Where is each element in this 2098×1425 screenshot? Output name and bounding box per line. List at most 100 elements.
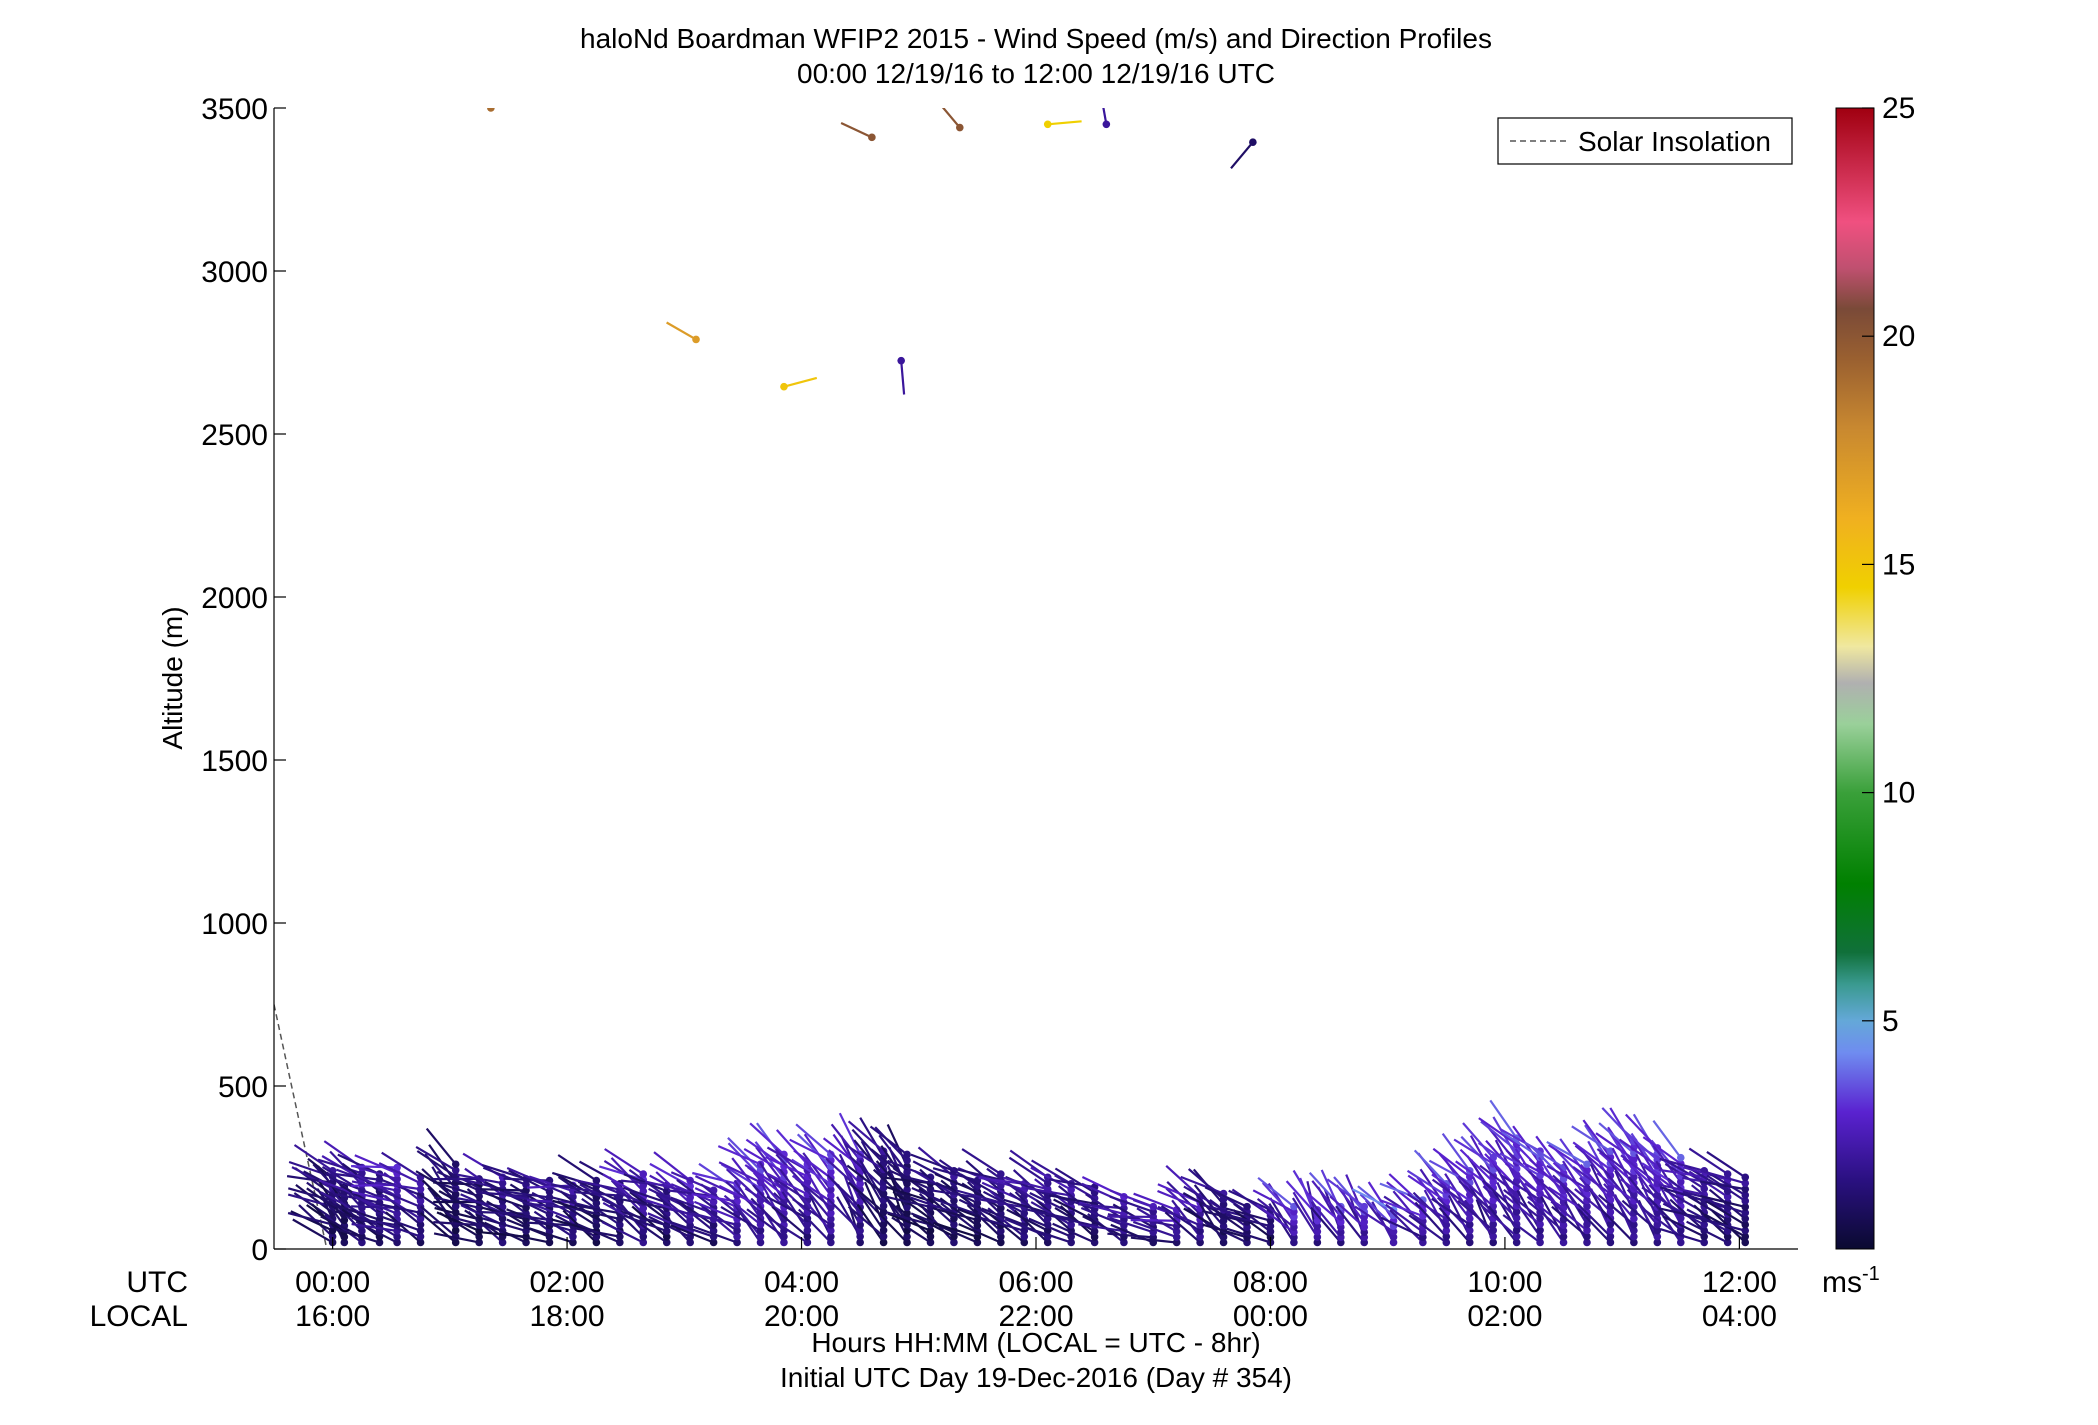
wind-barb-point xyxy=(1043,1179,1052,1188)
wind-barb-stick xyxy=(1706,1150,1746,1179)
wind-barb-stick xyxy=(752,1171,785,1208)
wind-barb-point xyxy=(1583,1220,1591,1229)
wind-barb-stick xyxy=(1621,1199,1659,1232)
wind-barb-point xyxy=(1465,1226,1474,1235)
wind-barb-stick xyxy=(1477,1142,1518,1170)
wind-barb-point xyxy=(1020,1232,1029,1241)
wind-barb-stick xyxy=(648,1215,691,1238)
wind-barb-point xyxy=(1489,1226,1497,1235)
colorbar-gradient xyxy=(1835,107,1875,1250)
wind-barb-stick xyxy=(1482,1185,1518,1219)
wind-barb-point xyxy=(1243,1202,1251,1211)
wind-barb-point xyxy=(1313,1227,1322,1236)
wind-barb-stick xyxy=(527,1202,574,1210)
wind-barb-stick xyxy=(966,1204,1002,1238)
y-tick-label: 2000 xyxy=(201,582,268,615)
wind-barb-point xyxy=(803,1238,812,1247)
wind-barb-stick xyxy=(333,1172,380,1181)
wind-barb-point xyxy=(662,1227,671,1235)
wind-barb-point xyxy=(1741,1197,1750,1205)
wind-barb-point xyxy=(997,1232,1005,1241)
wind-barb-stick xyxy=(910,1153,955,1172)
wind-barb-stick xyxy=(693,1200,738,1221)
wind-barb-stick xyxy=(1462,1122,1495,1159)
wind-barb-point xyxy=(803,1232,812,1241)
wind-barb-stick xyxy=(836,1196,862,1238)
wind-barb-point xyxy=(451,1238,460,1247)
wind-barb-stick xyxy=(1700,1195,1746,1208)
wind-barb-stick xyxy=(940,1202,979,1233)
colorbar-tick-label: 5 xyxy=(1882,1005,1899,1038)
wind-barb-point xyxy=(1700,1238,1709,1247)
wind-barb-stick xyxy=(1008,1192,1049,1220)
wind-barb-stick xyxy=(892,1191,932,1220)
wind-barb-point xyxy=(1630,1173,1638,1181)
wind-barb-point xyxy=(1313,1222,1322,1230)
wind-barb-point xyxy=(375,1238,384,1247)
wind-barb-stick xyxy=(798,1208,832,1244)
wind-barb-point xyxy=(393,1238,401,1247)
wind-barb-stick xyxy=(1379,1198,1424,1218)
wind-barb-point xyxy=(1419,1228,1427,1236)
wind-barb-point xyxy=(498,1179,507,1188)
wind-barb-stick xyxy=(1386,1181,1424,1212)
wind-barb-point xyxy=(926,1238,935,1247)
wind-barb-point xyxy=(1090,1238,1099,1247)
wind-barb-point xyxy=(416,1197,425,1205)
wind-barb-point xyxy=(827,1191,835,1200)
wind-barb-stick xyxy=(1687,1195,1729,1221)
wind-barb-point xyxy=(1741,1238,1750,1247)
wind-barb-stick xyxy=(1492,1189,1518,1231)
wind-barb-point xyxy=(416,1232,425,1241)
wind-barb-point xyxy=(1606,1238,1615,1247)
wind-barb-point xyxy=(950,1238,958,1247)
upper-wind-barb-stick xyxy=(941,108,961,129)
wind-barb-stick xyxy=(1379,1182,1424,1202)
wind-barb-stick xyxy=(1204,1186,1248,1208)
wind-barb-stick xyxy=(1479,1164,1518,1195)
wind-barb-point xyxy=(616,1232,624,1241)
wind-barb-stick xyxy=(1524,1141,1565,1169)
wind-barb-stick xyxy=(574,1204,621,1215)
wind-barb-point xyxy=(756,1238,765,1247)
wind-barb-stick xyxy=(1457,1199,1494,1232)
wind-barb-stick xyxy=(1683,1166,1728,1181)
wind-barb-point xyxy=(1512,1238,1521,1247)
wind-barb-stick xyxy=(1438,1207,1471,1244)
wind-barb-stick xyxy=(503,1190,550,1199)
wind-barb-stick xyxy=(1441,1132,1471,1172)
plot-area xyxy=(274,108,1798,1249)
wind-barb-stick xyxy=(574,1227,621,1238)
wind-barb-stick xyxy=(1385,1203,1424,1233)
legend: Solar Insolation xyxy=(1497,117,1793,165)
wind-barb-point xyxy=(1741,1173,1750,1182)
wind-barb-stick xyxy=(1700,1169,1746,1185)
wind-barb-stick xyxy=(1572,1166,1612,1195)
wind-barb-point xyxy=(903,1150,911,1159)
wind-barb-point xyxy=(475,1238,483,1247)
wind-barb-stick xyxy=(851,1128,885,1165)
wind-barb-point xyxy=(709,1198,718,1206)
wind-barb-stick xyxy=(1659,1183,1705,1196)
wind-barb-point xyxy=(1043,1214,1052,1223)
x-axis-label: Hours HH:MM (LOCAL = UTC - 8hr) xyxy=(811,1327,1260,1358)
wind-barb-stick xyxy=(693,1225,738,1244)
wind-barb-point xyxy=(827,1226,835,1235)
wind-barb-point xyxy=(1020,1238,1029,1247)
wind-barb-point xyxy=(1606,1196,1615,1204)
wind-barb-stick xyxy=(744,1164,785,1191)
wind-profile xyxy=(743,1122,788,1247)
wind-barb-stick xyxy=(1546,1164,1588,1190)
wind-barb-stick xyxy=(955,1168,1002,1181)
wind-barb-stick xyxy=(847,1205,885,1238)
wind-barb-point xyxy=(1700,1220,1709,1229)
wind-barb-point xyxy=(1583,1232,1591,1241)
wind-barb-point xyxy=(709,1221,718,1229)
wind-barb-point xyxy=(498,1214,507,1223)
wind-barb-point xyxy=(686,1238,694,1247)
wind-barb-point xyxy=(733,1232,741,1241)
wind-barb-stick xyxy=(1257,1176,1295,1208)
wind-barb-stick xyxy=(351,1216,398,1227)
wind-profile xyxy=(1595,1107,1638,1247)
wind-barb-stick xyxy=(378,1162,422,1185)
